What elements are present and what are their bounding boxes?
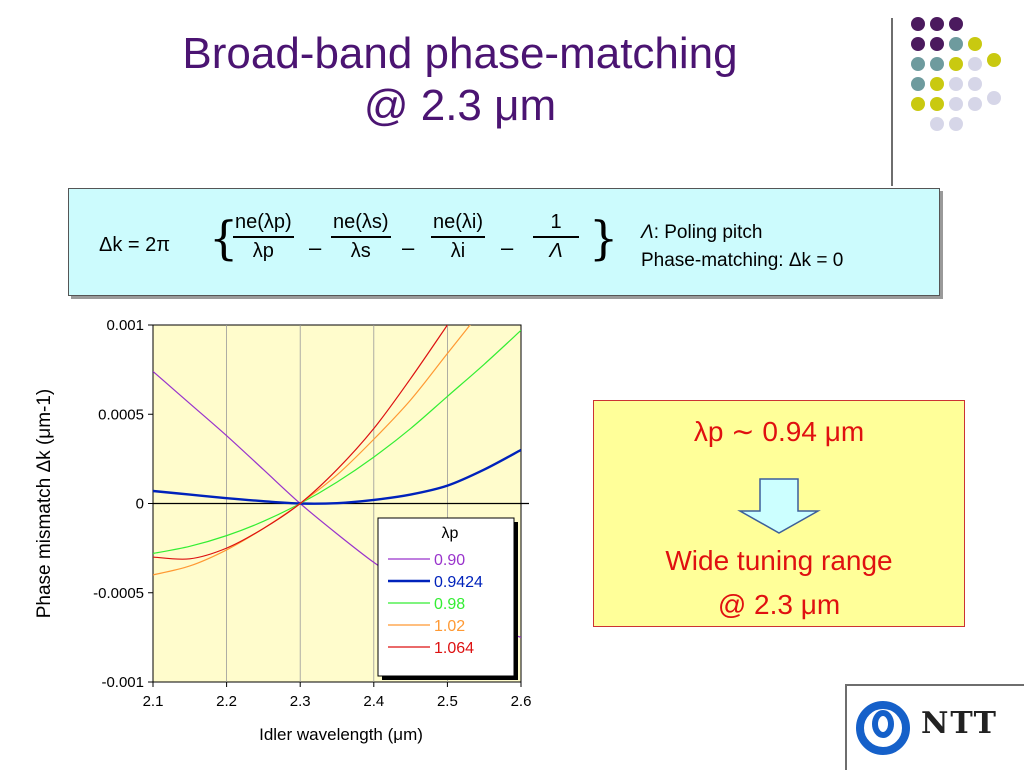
series-group — [153, 325, 521, 638]
legend-label: 0.9424 — [434, 574, 483, 591]
divider-line — [891, 18, 893, 186]
conclusion-line-2: @ 2.3 μm — [717, 589, 841, 620]
y-tick-label: -0.001 — [101, 674, 144, 691]
note-phase-matching: Phase-matching: Δk = 0 — [641, 250, 844, 271]
decorative-dot — [949, 117, 963, 131]
ntt-logo: NTT — [845, 684, 1024, 770]
fraction-poling-num: 1 — [550, 211, 562, 233]
minus-sign: – — [501, 235, 514, 260]
right-brace: } — [589, 211, 619, 265]
fraction-poling: 1 Λ — [533, 211, 579, 263]
ntt-logo-text: NTT — [921, 706, 999, 741]
legend-label: 0.90 — [434, 552, 465, 569]
conclusion-box: λp ∼ 0.94 μm Wide tuning range @ 2.3 μm — [593, 400, 965, 627]
fraction-signal: ne(λs) λs — [331, 211, 391, 263]
decorative-dot — [911, 37, 925, 51]
decorative-dot — [930, 57, 944, 71]
x-tick-label: 2.1 — [143, 693, 164, 710]
decorative-dot — [949, 77, 963, 91]
fraction-poling-den: Λ — [549, 239, 563, 262]
fraction-pump-den: λp — [252, 239, 274, 262]
x-tick-label: 2.4 — [363, 693, 384, 710]
x-tick-label: 2.3 — [290, 693, 311, 710]
decorative-dot — [949, 17, 963, 31]
fraction-idler-num: ne(λi) — [433, 211, 484, 233]
decorative-dot — [949, 37, 963, 51]
left-brace: { — [209, 211, 239, 265]
decorative-dot — [930, 37, 944, 51]
legend-label: 0.98 — [434, 596, 465, 613]
legend-shadow — [382, 522, 518, 680]
decorative-dot — [949, 97, 963, 111]
series-line-0.90 — [153, 370, 521, 638]
y-tick-label: 0 — [136, 496, 144, 513]
title-line-2: @ 2.3 μm — [363, 81, 557, 130]
minus-sign: – — [309, 235, 322, 260]
x-tick-label: 2.6 — [511, 693, 532, 710]
pump-wavelength-label: λp ∼ 0.94 μm — [693, 416, 865, 447]
formula-box: Δk = 2π { ne(λp) λp – ne(λs) λs – ne(λi)… — [68, 188, 940, 296]
decorative-dot — [968, 37, 982, 51]
down-arrow-icon — [737, 478, 821, 534]
decorative-dot — [930, 97, 944, 111]
legend-label: 1.02 — [434, 618, 465, 635]
decorative-dot — [911, 57, 925, 71]
x-axis-label: Idler wavelength (μm) — [259, 725, 423, 744]
formula-notes: Λ: Poling pitch Phase-matching: Δk = 0 — [641, 219, 843, 275]
legend — [377, 517, 515, 677]
note-poling-pitch: Λ: Poling pitch — [641, 222, 763, 243]
decorative-dot — [930, 17, 944, 31]
y-tick-label: 0.0005 — [98, 406, 144, 423]
title-line-1: Broad-band phase-matching — [182, 29, 738, 78]
decorative-dot — [987, 91, 1001, 105]
y-tick-label: 0.001 — [106, 317, 144, 334]
plot-area — [152, 324, 522, 683]
series-line-1.02 — [153, 325, 471, 576]
y-tick-label: -0.0005 — [93, 585, 144, 602]
legend-label: 1.064 — [434, 640, 474, 657]
series-line-0.9424 — [153, 448, 521, 505]
decorative-dot — [911, 77, 925, 91]
decorative-dot — [930, 77, 944, 91]
decorative-dot — [949, 57, 963, 71]
decorative-dot — [968, 77, 982, 91]
x-tick-label: 2.5 — [437, 693, 458, 710]
minus-sign: – — [402, 235, 415, 260]
fraction-pump-num: ne(λp) — [235, 211, 292, 233]
decorative-dot — [911, 17, 925, 31]
decorative-dot — [987, 53, 1001, 67]
decorative-dot — [968, 57, 982, 71]
decorative-dot — [911, 97, 925, 111]
x-tick-label: 2.2 — [216, 693, 237, 710]
fraction-idler: ne(λi) λi — [431, 211, 486, 263]
conclusion-line-1: Wide tuning range — [665, 545, 893, 576]
decorative-dot — [968, 97, 982, 111]
series-line-0.98 — [153, 329, 521, 555]
ntt-logo-icon — [856, 701, 910, 755]
fraction-signal-num: ne(λs) — [333, 211, 389, 233]
formula-lhs: Δk = 2π — [99, 234, 171, 256]
fraction-idler-den: λi — [450, 239, 466, 262]
decorative-dot — [930, 117, 944, 131]
page-title: Broad-band phase-matching @ 2.3 μm — [40, 28, 880, 132]
fraction-signal-den: λs — [350, 239, 371, 262]
y-axis-label: Phase mismatch Δk (μm-1) — [34, 389, 55, 619]
conclusion-text: Wide tuning range @ 2.3 μm — [594, 539, 964, 627]
decorative-dot-grid — [911, 17, 1001, 131]
legend-title: λp — [442, 525, 459, 542]
series-line-1.064 — [153, 325, 448, 560]
fraction-pump: ne(λp) λp — [233, 211, 294, 263]
